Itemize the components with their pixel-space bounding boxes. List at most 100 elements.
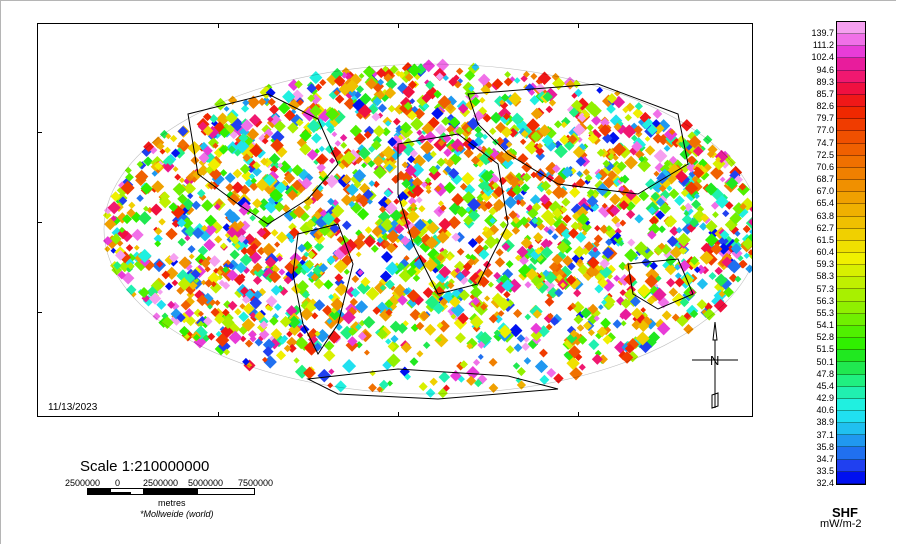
map-frame[interactable]: 11/13/2023 <box>37 23 753 417</box>
legend-value: 52.8 <box>816 332 834 343</box>
legend-swatch <box>837 131 865 144</box>
land-boundary <box>306 368 559 400</box>
legend-value: 40.6 <box>816 405 834 416</box>
legend-value: 58.3 <box>816 271 834 282</box>
legend-value: 102.4 <box>811 52 834 63</box>
legend-swatch <box>837 471 865 484</box>
legend-swatch <box>837 423 865 436</box>
heat-flow-map[interactable] <box>38 24 753 417</box>
legend-value: 59.3 <box>816 259 834 270</box>
legend-value: 94.6 <box>816 64 834 75</box>
legend-value: 72.5 <box>816 149 834 160</box>
legend-value: 57.3 <box>816 283 834 294</box>
legend-swatch <box>837 46 865 59</box>
land-boundary <box>467 83 689 195</box>
scale-title: Scale 1:210000000 <box>80 458 210 475</box>
land-boundary <box>292 223 354 355</box>
land-boundary <box>187 93 339 225</box>
map-date: 11/13/2023 <box>48 402 98 413</box>
legend-value: 68.7 <box>816 174 834 185</box>
scale-units: metres <box>158 498 186 508</box>
legend-swatch <box>837 143 865 156</box>
legend-swatch <box>837 155 865 168</box>
legend-value: 55.3 <box>816 307 834 318</box>
legend-swatch <box>837 277 865 290</box>
legend-swatch <box>837 350 865 363</box>
north-arrow-icon: N <box>692 321 738 409</box>
legend-value: 79.7 <box>816 113 834 124</box>
color-legend: 139.7 111.2 102.4 94.6 89.3 85.7 82.6 79.7 77.0 7… <box>784 21 884 501</box>
legend-swatch <box>837 265 865 278</box>
legend-swatch <box>837 459 865 472</box>
legend-swatch <box>837 325 865 339</box>
scale-bar <box>87 488 255 495</box>
legend-swatch <box>837 374 865 387</box>
legend-swatch <box>837 107 865 120</box>
legend-value: 82.6 <box>816 101 834 112</box>
legend-value: 89.3 <box>816 76 834 87</box>
legend-color-bar <box>836 21 866 485</box>
legend-swatch <box>837 119 865 132</box>
legend-value: 70.6 <box>816 161 834 172</box>
legend-value: 54.1 <box>816 320 834 331</box>
map-tick <box>398 24 399 28</box>
map-tick <box>398 412 399 416</box>
legend-swatch <box>837 94 865 108</box>
legend-value: 62.7 <box>816 222 834 233</box>
legend-value: 77.0 <box>816 125 834 136</box>
map-tick <box>578 24 579 28</box>
legend-value: 42.9 <box>816 393 834 404</box>
legend-swatch <box>837 252 865 266</box>
legend-swatch <box>837 398 865 411</box>
legend-title: SHF <box>832 505 858 520</box>
legend-value: 61.5 <box>816 234 834 245</box>
legend-value: 56.3 <box>816 295 834 306</box>
legend-swatch <box>837 34 865 47</box>
legend-swatch <box>837 362 865 375</box>
legend-value: 34.7 <box>816 453 834 464</box>
legend-value: 35.8 <box>816 441 834 452</box>
legend-swatch <box>837 167 865 181</box>
legend-swatch <box>837 240 865 253</box>
legend-swatch <box>837 386 865 399</box>
legend-value: 45.4 <box>816 380 834 391</box>
legend-swatch <box>837 22 865 35</box>
legend-value: 38.9 <box>816 417 834 428</box>
map-tick <box>218 24 219 28</box>
legend-value: 60.4 <box>816 247 834 258</box>
legend-value: 51.5 <box>816 344 834 355</box>
legend-swatch <box>837 447 865 460</box>
scale-number: 2500000 <box>65 478 101 488</box>
legend-value: 32.4 <box>816 478 834 489</box>
svg-text:N: N <box>710 353 719 368</box>
legend-swatch <box>837 228 865 241</box>
legend-swatch <box>837 313 865 326</box>
legend-swatch <box>837 70 865 83</box>
scale-number: 5000000 <box>188 478 224 488</box>
map-tick <box>38 222 42 223</box>
map-tick <box>38 132 42 133</box>
legend-swatch <box>837 192 865 205</box>
legend-value: 139.7 <box>811 28 834 38</box>
legend-value: 74.7 <box>816 137 834 148</box>
legend-swatch <box>837 338 865 351</box>
legend-value: 37.1 <box>816 429 834 440</box>
legend-swatch <box>837 411 865 424</box>
map-tick <box>38 312 42 313</box>
legend-swatch <box>837 82 865 95</box>
legend-value: 47.8 <box>816 368 834 379</box>
scale-number: 0 <box>115 478 121 488</box>
legend-value: 63.8 <box>816 210 834 221</box>
legend-swatch <box>837 301 865 314</box>
land-boundary <box>627 258 694 310</box>
legend-value: 67.0 <box>816 186 834 197</box>
legend-swatch <box>837 180 865 193</box>
legend-swatch <box>837 435 865 448</box>
legend-value: 85.7 <box>816 88 834 99</box>
legend-swatch <box>837 58 865 71</box>
legend-swatch <box>837 204 865 217</box>
scale-number: 2500000 <box>143 478 179 488</box>
legend-swatch <box>837 289 865 302</box>
legend-value: 65.4 <box>816 198 834 209</box>
